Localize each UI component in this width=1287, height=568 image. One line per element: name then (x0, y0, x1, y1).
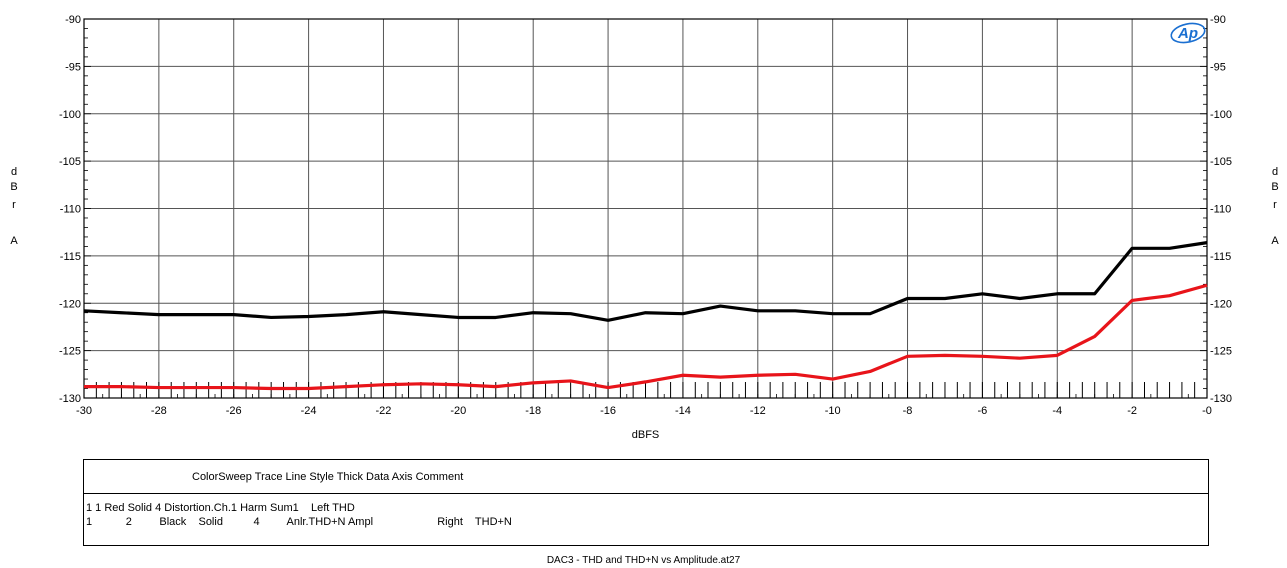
y-tick-label-right: -130 (1210, 393, 1232, 405)
x-tick-label: -28 (151, 405, 167, 417)
ap-logo: Ap (1170, 22, 1206, 44)
y-tick-label-left: -100 (59, 109, 81, 121)
y-axis-title-right-char: d (1272, 166, 1278, 178)
x-tick-label: -24 (301, 405, 317, 417)
series-line-2 (84, 283, 1208, 391)
y-tick-label-right: -110 (1210, 204, 1231, 216)
y-tick-label-left: -110 (60, 204, 81, 216)
x-tick-label: -2 (1127, 405, 1137, 417)
y-axis-title-left-char: A (10, 235, 18, 247)
y-axis-title-left-char: r (12, 199, 16, 211)
series-line-1 (83, 241, 1208, 322)
y-axis-title-left-char: d (11, 166, 17, 178)
legend-header-row: ColorSweep Trace Line Style Thick Data A… (84, 460, 1208, 494)
x-tick-label: -18 (525, 405, 541, 417)
x-axis-title: dBFS (632, 429, 660, 441)
x-tick-label: -26 (226, 405, 242, 417)
y-tick-labels-left: -90 -95 -100 -105 -110 -115 -120 -125 -130 (59, 14, 81, 405)
x-tick-label: -12 (750, 405, 766, 417)
x-tick-label: -0 (1202, 405, 1212, 417)
y-tick-label-right: -95 (1210, 61, 1226, 73)
x-tick-label: -6 (978, 405, 988, 417)
x-tick-label: -16 (600, 405, 616, 417)
y-axis-title-right-char: A (1271, 235, 1279, 247)
y-tick-label-right: -105 (1210, 156, 1232, 168)
y-tick-label-left: -95 (65, 61, 81, 73)
y-axis-title-right-char: B (1271, 181, 1278, 193)
y-tick-label-right: -120 (1210, 298, 1232, 310)
x-tick-label: -14 (675, 405, 691, 417)
legend-header: ColorSweep Trace Line Style Thick Data A… (192, 471, 464, 483)
x-tick-label: -4 (1052, 405, 1062, 417)
ap-logo-text: Ap (1177, 25, 1198, 42)
y-tick-label-left: -90 (65, 14, 81, 26)
legend-table: ColorSweep Trace Line Style Thick Data A… (83, 459, 1209, 546)
y-tick-label-right: -100 (1210, 109, 1232, 121)
y-tick-label-left: -105 (59, 156, 81, 168)
series-layer (83, 241, 1208, 391)
x-tick-label: -30 (76, 405, 92, 417)
y-tick-label-left: -130 (59, 393, 81, 405)
y-tick-label-left: -115 (60, 251, 81, 263)
file-name-caption: DAC3 - THD and THD+N vs Amplitude.at27 (546, 555, 741, 566)
y-tick-labels-right: -90 -95 -100 -105 -110 -115 -120 -125 -130 (1210, 14, 1232, 405)
grid (83, 18, 1208, 399)
y-tick-label-right: -90 (1210, 14, 1226, 26)
y-tick-label-right: -125 (1210, 346, 1232, 358)
y-tick-label-left: -120 (59, 298, 81, 310)
y-tick-label-left: -125 (59, 346, 81, 358)
x-tick-label: -20 (450, 405, 466, 417)
x-tick-label: -22 (376, 405, 392, 417)
legend-row-1: 1 1 Red Solid 4 Distortion.Ch.1 Harm Sum… (86, 502, 355, 514)
x-tick-label: -8 (903, 405, 913, 417)
chart-svg: -90-95-100-105-110-115-120-125-130 -90-9… (10, 14, 1279, 441)
bottom-tick-marks (83, 382, 1208, 398)
y-axis-title-left-char: B (10, 181, 17, 193)
y-tick-label-right: -115 (1210, 251, 1231, 263)
legend-row-2: 1 2 Black Solid 4 Anlr.THD+N Ampl Right … (86, 516, 512, 528)
x-tick-label: -10 (825, 405, 841, 417)
x-tick-labels: -30 -28 -26 -24 -22 -20 -18 -16 -14 -12 -10 -8 -6 -4 -… (76, 405, 1212, 417)
y-axis-title-right-char: r (1273, 199, 1277, 211)
